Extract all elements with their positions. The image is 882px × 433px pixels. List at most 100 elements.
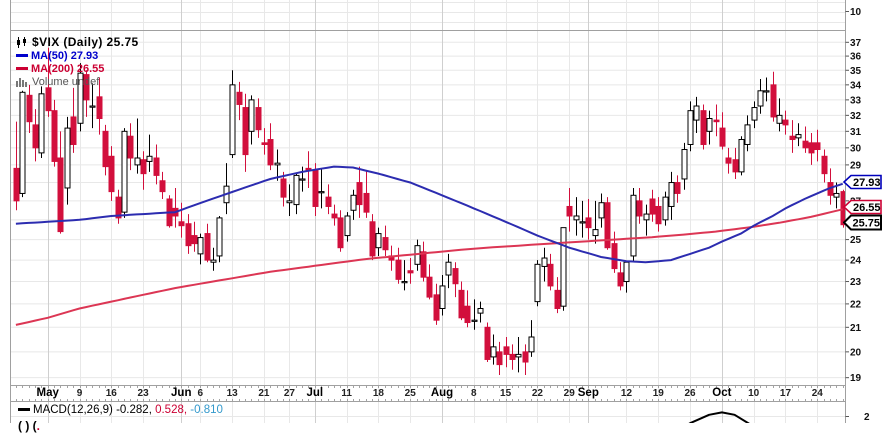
candle-body bbox=[337, 217, 344, 249]
candle-body bbox=[477, 307, 484, 314]
candle-body bbox=[464, 305, 471, 324]
x-day-label: 6 bbox=[198, 388, 204, 399]
callout-ma50-value: 27.93 bbox=[853, 177, 881, 189]
price-tick-label: 34 bbox=[850, 80, 862, 91]
chart-legend: $VIX (Daily) 25.75 MA(50) 27.93 MA(200) … bbox=[16, 35, 139, 88]
candle-body bbox=[369, 221, 376, 257]
x-day-label: 29 bbox=[564, 388, 576, 399]
candle-body bbox=[732, 159, 739, 173]
x-month-label: Jul bbox=[307, 387, 324, 399]
candle-body bbox=[382, 237, 389, 251]
x-month-label: Sep bbox=[578, 387, 599, 399]
candle-body bbox=[38, 93, 45, 154]
price-tick-label: 19 bbox=[850, 373, 862, 384]
candle-body bbox=[77, 72, 84, 124]
candle-body bbox=[350, 194, 357, 211]
x-day-label: 11 bbox=[341, 388, 352, 399]
x-day-label: 18 bbox=[373, 388, 385, 399]
callout-ma200: 26.55 bbox=[843, 199, 882, 215]
candle-body bbox=[439, 285, 446, 309]
candle-body bbox=[210, 259, 217, 263]
candle-body bbox=[693, 105, 700, 121]
x-day-label: 22 bbox=[532, 388, 544, 399]
x-day-label: 24 bbox=[812, 388, 824, 399]
candle-body bbox=[26, 94, 33, 123]
candle-body bbox=[592, 229, 599, 237]
price-tick-label: 29 bbox=[850, 160, 862, 171]
x-day-label: 15 bbox=[500, 388, 512, 399]
candle-body bbox=[751, 107, 758, 121]
candle-body bbox=[458, 289, 465, 319]
candle-body bbox=[643, 213, 650, 221]
candle-body bbox=[522, 351, 529, 363]
candle-body bbox=[356, 182, 363, 206]
x-month-label: Jun bbox=[171, 387, 191, 399]
candle-body bbox=[802, 140, 809, 149]
candle-body bbox=[312, 169, 319, 207]
candle-body bbox=[757, 90, 764, 107]
symbol-title: $VIX (Daily) 25.75 bbox=[32, 35, 139, 49]
candle-body bbox=[146, 155, 153, 162]
macd-curve bbox=[688, 411, 750, 423]
candle-body bbox=[426, 276, 433, 298]
price-tick-label: 31 bbox=[850, 127, 862, 138]
macd-value-red: 0.528, bbox=[155, 404, 188, 416]
candle-body bbox=[159, 180, 166, 193]
x-day-label: 21 bbox=[258, 388, 270, 399]
candle-body bbox=[325, 196, 332, 207]
ma200-swatch bbox=[16, 67, 28, 70]
x-month-label: Aug bbox=[431, 387, 453, 399]
candle-body bbox=[833, 192, 840, 198]
x-day-label: 25 bbox=[405, 388, 417, 399]
macd-pane-label: 2 bbox=[864, 412, 870, 423]
candle-body bbox=[197, 237, 204, 255]
candle-body bbox=[363, 192, 370, 213]
candle-body bbox=[255, 107, 262, 131]
candle-body bbox=[375, 233, 382, 249]
candle-body bbox=[293, 174, 300, 206]
candle-body bbox=[401, 281, 408, 284]
candle-body bbox=[267, 139, 274, 166]
candle-body bbox=[566, 205, 573, 217]
candle-body bbox=[668, 182, 675, 207]
candle-body bbox=[134, 157, 141, 166]
callout-last-value: 25.75 bbox=[853, 218, 881, 230]
callout-ma200-value: 26.55 bbox=[853, 202, 881, 214]
vix-stockchart-page: { "header": { "symbol_title": "$VIX (Dai… bbox=[10, 0, 882, 433]
candle-body bbox=[509, 353, 516, 360]
candle-body bbox=[515, 353, 522, 358]
candle-body bbox=[814, 142, 821, 151]
candle-body bbox=[19, 91, 26, 194]
candle-body bbox=[611, 243, 618, 270]
candle-body bbox=[496, 351, 503, 366]
macd-label-black: MACD(12,26,9) -0.282, bbox=[33, 404, 152, 416]
price-tick-label: 24 bbox=[850, 256, 862, 267]
x-day-label: 27 bbox=[284, 388, 296, 399]
candle-body bbox=[229, 84, 236, 156]
candle-body bbox=[395, 259, 402, 280]
x-day-label: 10 bbox=[748, 388, 760, 399]
x-day-label: 23 bbox=[138, 388, 150, 399]
price-tick-label: 23 bbox=[850, 277, 862, 288]
candle-body bbox=[13, 167, 20, 202]
sharpchart-icon bbox=[16, 36, 30, 48]
candle-body bbox=[121, 130, 128, 213]
candle-body bbox=[64, 127, 71, 189]
candle-body bbox=[32, 124, 39, 149]
volume-bars-icon bbox=[16, 76, 30, 87]
candle-body bbox=[83, 74, 90, 101]
candle-body bbox=[96, 96, 103, 120]
upper-pane-label: 10 bbox=[850, 7, 862, 18]
candle-body bbox=[725, 157, 732, 164]
volume-legend-label: Volume undef bbox=[32, 75, 100, 88]
candle-body bbox=[617, 272, 624, 287]
candle-body bbox=[795, 134, 802, 139]
candle-body bbox=[662, 196, 669, 221]
candle-body bbox=[407, 270, 414, 274]
candle-body bbox=[490, 346, 497, 358]
candle-body bbox=[452, 268, 459, 285]
callout-last-price: 25.75 bbox=[843, 214, 882, 231]
candle-body bbox=[655, 205, 662, 225]
candle-body bbox=[140, 159, 147, 175]
candle-body bbox=[706, 118, 713, 132]
